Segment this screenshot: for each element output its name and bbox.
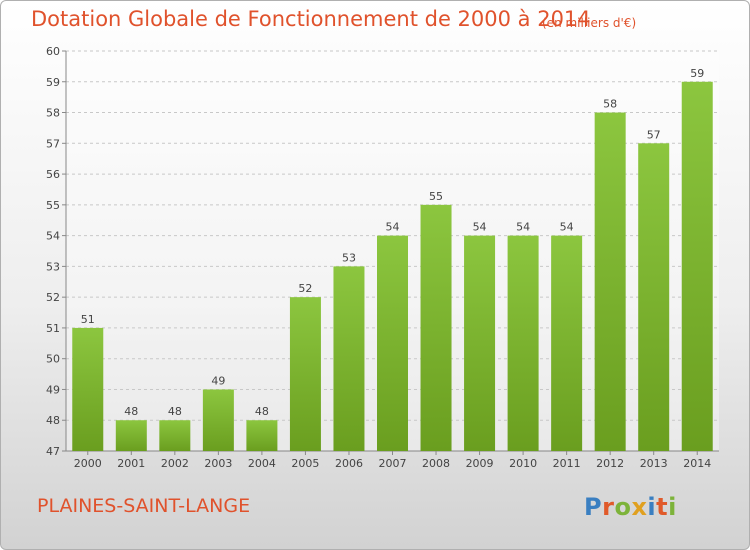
y-tick-label: 56 — [46, 168, 60, 181]
y-tick-label: 51 — [46, 322, 60, 335]
y-tick-label: 59 — [46, 76, 60, 89]
bar — [115, 420, 147, 451]
bar-value-label: 55 — [429, 190, 443, 203]
y-tick-label: 55 — [46, 199, 60, 212]
x-tick-label: 2004 — [248, 457, 276, 470]
x-tick-label: 2003 — [204, 457, 232, 470]
bar — [551, 235, 583, 451]
bar-value-label: 48 — [255, 405, 269, 418]
x-tick-label: 2012 — [596, 457, 624, 470]
bar-value-label: 49 — [211, 374, 225, 387]
y-tick-label: 54 — [46, 230, 60, 243]
bar — [507, 235, 539, 451]
logo-letter: o — [614, 493, 632, 521]
bar-value-label: 54 — [386, 221, 400, 234]
bar-value-label: 53 — [342, 251, 356, 264]
logo-letter: P — [584, 493, 603, 521]
bar — [377, 235, 408, 451]
bar — [159, 420, 191, 451]
bar — [638, 143, 670, 452]
bar-value-label: 54 — [516, 221, 530, 234]
x-tick-label: 2006 — [335, 457, 363, 470]
x-tick-label: 2008 — [422, 457, 450, 470]
y-tick-label: 48 — [46, 414, 60, 427]
y-tick-label: 50 — [46, 353, 60, 366]
x-tick-label: 2002 — [161, 457, 189, 470]
logo-letter: i — [668, 493, 677, 521]
bar — [333, 266, 365, 451]
bar-value-label: 54 — [473, 221, 487, 234]
proxiti-logo: Proxiti — [584, 493, 677, 521]
bar — [246, 420, 278, 451]
bar-value-label: 57 — [647, 128, 661, 141]
x-tick-label: 2014 — [683, 457, 711, 470]
x-tick-label: 2007 — [379, 457, 407, 470]
bar-value-label: 48 — [124, 405, 138, 418]
logo-letter: r — [602, 493, 615, 521]
bar — [289, 297, 321, 451]
bar-value-label: 51 — [81, 313, 95, 326]
chart-subtitle: (en milliers d'€) — [542, 16, 637, 30]
x-tick-label: 2011 — [553, 457, 581, 470]
y-tick-label: 47 — [46, 445, 60, 458]
bar — [464, 235, 496, 451]
x-tick-label: 2000 — [74, 457, 102, 470]
bar — [681, 81, 713, 452]
logo-letter: x — [631, 493, 648, 521]
bar-value-label: 52 — [298, 282, 312, 295]
y-tick-label: 57 — [46, 137, 60, 150]
y-tick-label: 58 — [46, 107, 60, 120]
y-tick-label: 60 — [46, 45, 60, 58]
logo-letter: t — [656, 493, 669, 521]
bar — [420, 204, 452, 451]
x-tick-label: 2005 — [291, 457, 319, 470]
y-tick-label: 52 — [46, 291, 60, 304]
chart-title: Dotation Globale de Fonctionnement de 20… — [31, 7, 591, 31]
bar — [202, 389, 234, 451]
bar-value-label: 59 — [690, 67, 704, 80]
y-tick-label: 53 — [46, 260, 60, 273]
y-tick-label: 49 — [46, 383, 60, 396]
bar-value-label: 54 — [560, 221, 574, 234]
x-tick-label: 2001 — [117, 457, 145, 470]
x-tick-label: 2009 — [466, 457, 494, 470]
bar — [594, 112, 626, 452]
logo-letter: i — [647, 493, 657, 521]
bar-value-label: 58 — [603, 98, 617, 111]
bar-value-label: 48 — [168, 405, 182, 418]
bar — [72, 327, 104, 451]
x-tick-label: 2013 — [640, 457, 668, 470]
x-tick-label: 2010 — [509, 457, 537, 470]
commune-name: PLAINES-SAINT-LANGE — [37, 495, 251, 517]
